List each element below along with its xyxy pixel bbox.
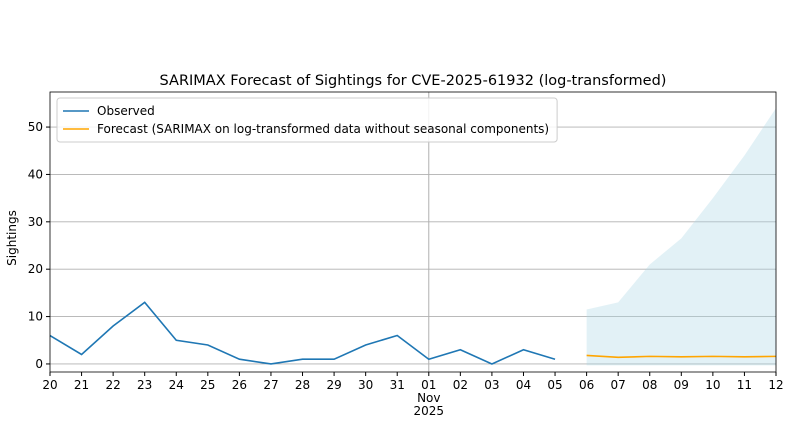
- y-axis-label: Sightings: [5, 210, 19, 266]
- y-tick-label: 40: [28, 167, 43, 181]
- x-tick-label: 09: [674, 378, 689, 392]
- x-tick-label: 25: [200, 378, 215, 392]
- y-tick-label: 0: [35, 357, 43, 371]
- confidence-band: [586, 108, 776, 366]
- x-tick-label: 22: [105, 378, 120, 392]
- x-tick-label: 07: [611, 378, 626, 392]
- legend-label: Forecast (SARIMAX on log-transformed dat…: [97, 122, 549, 136]
- x-tick-label: 28: [295, 378, 310, 392]
- series-line: [586, 354, 777, 359]
- y-tick-label: 30: [28, 215, 43, 229]
- y-tick-label: 50: [28, 120, 43, 134]
- x-tick-label: 01 Nov 2025: [414, 378, 445, 418]
- y-tick-label: 20: [28, 262, 43, 276]
- y-tick-label: 10: [28, 310, 43, 324]
- x-tick-label: 10: [705, 378, 720, 392]
- x-tick-label: 21: [74, 378, 89, 392]
- x-tick-label: 03: [484, 378, 499, 392]
- legend-label: Observed: [97, 104, 155, 118]
- x-tick-label: 27: [263, 378, 278, 392]
- x-tick-label: 04: [516, 378, 531, 392]
- x-tick-label: 23: [137, 378, 152, 392]
- legend-box: [56, 97, 558, 143]
- x-tick-label: 26: [232, 378, 247, 392]
- x-tick-label: 20: [42, 378, 57, 392]
- series-line: [49, 301, 556, 365]
- x-tick-label: 11: [737, 378, 752, 392]
- x-tick-label: 29: [326, 378, 341, 392]
- x-tick-label: 06: [579, 378, 594, 392]
- x-tick-label: 02: [453, 378, 468, 392]
- x-tick-label: 30: [358, 378, 373, 392]
- x-tick-label: 24: [169, 378, 184, 392]
- x-tick-label: 05: [547, 378, 562, 392]
- x-tick-label: 31: [390, 378, 405, 392]
- x-tick-label: 12: [768, 378, 783, 392]
- chart-title: SARIMAX Forecast of Sightings for CVE-20…: [160, 73, 667, 89]
- x-tick-label: 08: [642, 378, 657, 392]
- plot-frame: [49, 91, 777, 373]
